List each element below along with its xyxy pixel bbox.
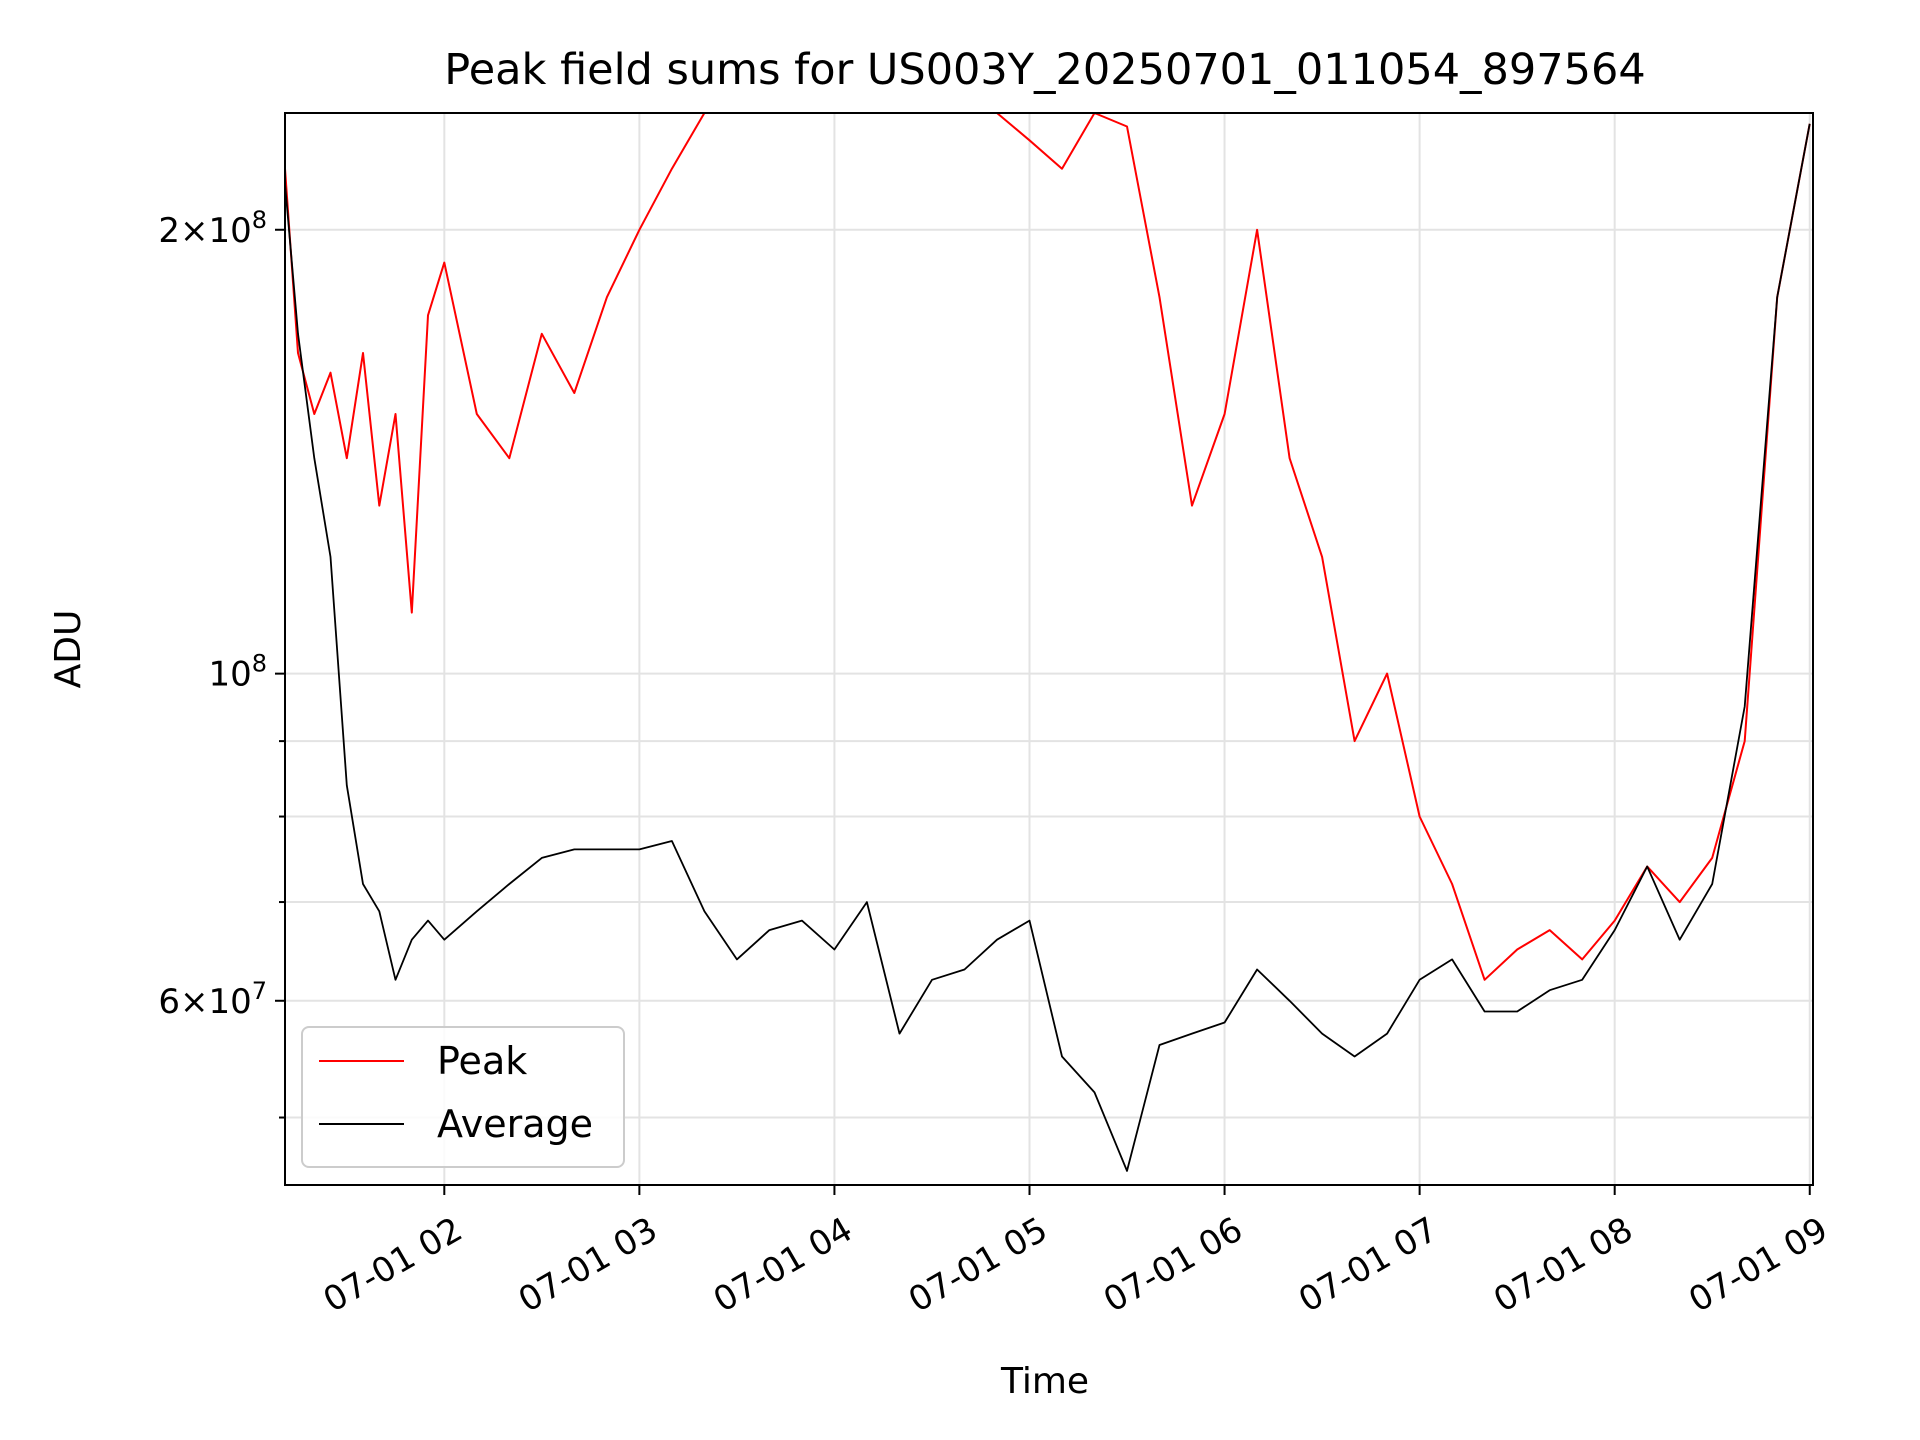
series-line-average — [284, 123, 1811, 1172]
y-tick-label: 2×108 — [158, 206, 267, 251]
y-tick-label: 6×107 — [158, 977, 267, 1022]
x-axis-label: Time — [1000, 1361, 1089, 1402]
y-axis: 6×107 108 2×108 — [158, 206, 285, 1119]
legend-peak-label: Peak — [437, 1039, 527, 1083]
chart-title: Peak field sums for US003Y_20250701_0110… — [444, 45, 1645, 95]
legend: Peak Average — [301, 1026, 625, 1168]
y-axis-label: ADU — [48, 610, 89, 689]
y-tick-label: 108 — [208, 650, 267, 695]
plot-frame — [284, 112, 1814, 1186]
legend-average-label: Average — [437, 1102, 593, 1146]
